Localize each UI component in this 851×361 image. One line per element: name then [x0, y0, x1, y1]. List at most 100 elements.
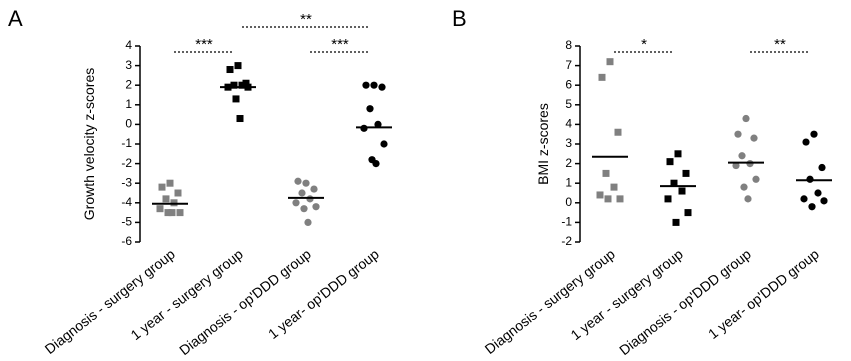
y-tick-label: -6: [121, 234, 132, 248]
data-point: [808, 203, 816, 211]
data-point: [674, 150, 682, 158]
data-point: [378, 83, 386, 91]
x-tick-label: Diagnosis - surgery group: [482, 246, 618, 357]
data-point: [738, 152, 746, 160]
y-axis-label: BMI z-scores: [535, 103, 551, 185]
data-point: [742, 114, 750, 123]
data-point: [176, 209, 184, 217]
data-point: [312, 203, 320, 211]
y-tick-label: -3: [121, 175, 132, 189]
data-point: [234, 62, 242, 70]
y-tick-label: 2: [565, 156, 572, 170]
y-tick-label: -1: [561, 215, 572, 229]
y-tick-label: 3: [565, 136, 572, 150]
data-point: [614, 128, 622, 136]
data-point: [678, 187, 686, 195]
data-point: [664, 195, 672, 203]
data-point: [372, 160, 380, 168]
y-tick-label: 1: [125, 97, 132, 111]
y-tick-label: 1: [565, 175, 572, 189]
data-point: [610, 183, 618, 191]
data-point: [616, 195, 624, 203]
data-point: [226, 66, 234, 74]
data-point: [750, 134, 758, 142]
x-tick-label: 1 year - surgery group: [567, 246, 686, 344]
data-point: [230, 81, 238, 89]
significance-label: **: [774, 36, 786, 53]
data-point: [734, 130, 742, 138]
data-point: [292, 199, 300, 207]
data-point: [366, 105, 374, 113]
data-point: [300, 205, 308, 213]
y-tick-label: 0: [565, 195, 572, 209]
x-tick-label: 1 year - surgery group: [127, 246, 246, 344]
data-point: [672, 218, 680, 226]
y-tick-label: 0: [125, 117, 132, 131]
significance-label: *: [641, 36, 647, 53]
data-point: [670, 179, 678, 187]
data-point: [820, 197, 828, 205]
data-point: [740, 183, 748, 191]
y-tick-label: 6: [565, 77, 572, 91]
data-point: [666, 158, 674, 166]
data-point: [682, 169, 690, 177]
data-point: [596, 191, 604, 199]
data-point: [380, 140, 388, 148]
y-tick-label: 4: [565, 117, 572, 131]
data-point: [744, 195, 752, 203]
data-point: [298, 189, 306, 197]
data-point: [374, 120, 382, 128]
data-point: [302, 179, 310, 187]
data-point: [810, 130, 818, 138]
y-tick-label: -2: [561, 234, 572, 248]
data-point: [164, 209, 172, 217]
data-point: [156, 205, 164, 213]
data-point: [362, 81, 370, 89]
panel-label: A: [8, 6, 23, 31]
data-point: [232, 95, 240, 103]
y-axis-label: Growth velocity z-scores: [81, 68, 97, 220]
data-point: [604, 195, 612, 203]
y-tick-label: -5: [121, 215, 132, 229]
data-point: [800, 195, 808, 203]
data-point: [242, 79, 250, 87]
data-point: [602, 169, 610, 177]
data-point: [162, 195, 170, 203]
data-point: [236, 115, 244, 123]
y-tick-label: -4: [121, 195, 132, 209]
data-point: [752, 175, 760, 183]
data-point: [168, 209, 176, 217]
data-point: [174, 189, 182, 197]
data-point: [598, 73, 606, 81]
data-point: [310, 185, 318, 193]
data-point: [238, 81, 246, 89]
data-point: [802, 138, 810, 146]
data-point: [684, 209, 692, 217]
x-tick-label: 1 year- op'DDD group: [265, 246, 382, 342]
x-tick-label: Diagnosis - surgery group: [42, 246, 178, 357]
data-point: [814, 189, 822, 197]
data-point: [166, 179, 174, 187]
panel-label: B: [452, 6, 467, 31]
significance-label: ***: [331, 36, 349, 53]
significance-label: **: [300, 11, 312, 28]
significance-label: ***: [195, 36, 213, 53]
y-tick-label: -2: [121, 156, 132, 170]
data-point: [158, 183, 166, 191]
y-tick-label: 5: [565, 97, 572, 111]
y-tick-label: -1: [121, 136, 132, 150]
data-point: [732, 161, 740, 170]
x-tick-label: Diagnosis - op'DDD group: [616, 246, 754, 359]
data-point: [304, 218, 312, 226]
x-tick-label: Diagnosis - op'DDD group: [176, 246, 314, 359]
data-point: [370, 81, 378, 89]
data-point: [606, 58, 614, 66]
y-tick-label: 3: [125, 58, 132, 72]
y-tick-label: 8: [565, 38, 572, 52]
data-point: [818, 163, 826, 172]
y-tick-label: 2: [125, 77, 132, 91]
data-point: [294, 177, 302, 185]
y-tick-label: 7: [565, 58, 572, 72]
y-tick-label: 4: [125, 38, 132, 52]
